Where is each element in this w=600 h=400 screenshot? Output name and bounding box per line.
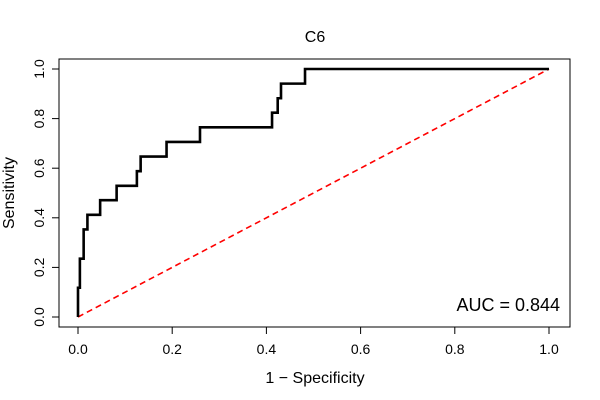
roc-curve-line: [76, 67, 549, 317]
auc-annotation: AUC = 0.844: [456, 295, 560, 315]
y-tick-label: 0.0: [31, 307, 47, 327]
y-tick-label: 0.4: [31, 208, 47, 228]
y-tick-label: 0.2: [31, 257, 47, 277]
x-tick-label: 0.2: [162, 341, 182, 357]
x-tick-label: 0.0: [68, 341, 88, 357]
x-tick-label: 1.0: [539, 341, 559, 357]
y-tick-label: 0.6: [31, 158, 47, 178]
y-axis-label: Sensitivity: [1, 157, 18, 229]
x-tick-label: 0.6: [351, 341, 371, 357]
x-axis: 0.0 0.2 0.4 0.6 0.8 1.0: [68, 326, 559, 357]
y-tick-label: 0.8: [31, 109, 47, 129]
x-tick-label: 0.4: [257, 341, 277, 357]
roc-curve-layer: [76, 67, 549, 317]
y-axis: 0.0 0.2 0.4 0.6 0.8 1.0: [31, 59, 60, 327]
chart-title: C6: [305, 29, 326, 46]
x-axis-label: 1 − Specificity: [265, 370, 364, 387]
diagonal-reference-line: [77, 68, 550, 318]
y-tick-label: 1.0: [31, 59, 47, 79]
x-tick-label: 0.8: [445, 341, 465, 357]
diagonal-reference-line-layer: [77, 68, 550, 318]
